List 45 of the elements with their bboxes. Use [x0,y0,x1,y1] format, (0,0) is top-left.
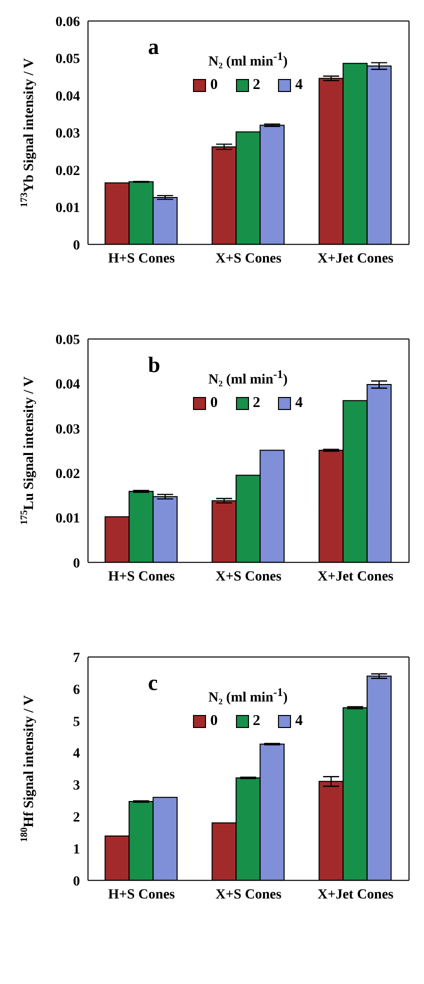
legend-label: 4 [294,712,303,730]
y-tick-label: 0.04 [56,378,80,393]
x-tick-label: X+S Cones [216,251,282,266]
y-tick-label: 6 [73,682,80,698]
y-tick-label: 5 [73,714,80,730]
y-tick-label: 0.01 [56,512,80,527]
y-tick-label: 0.01 [56,201,80,216]
y-tick-label: 0 [73,238,80,254]
y-tick-label: 0.02 [56,164,80,179]
y-tick-label: 0 [73,874,80,890]
x-tick-label: X+Jet Cones [317,251,394,266]
legend-title: N₂ (ml min$^{-1}$) [207,50,289,71]
legend-label: 4 [294,394,303,412]
x-tick-label: H+S Cones [108,569,176,584]
y-tick-label: 3 [73,778,80,794]
y-tick-label: 0.05 [56,332,80,348]
y-tick-label: 7 [73,650,80,666]
y-tick-label: 0 [73,556,80,572]
y-tick-label: 0.04 [56,89,80,104]
text: c [148,670,158,696]
legend-label: 2 [252,76,260,94]
legend-label: 0 [209,712,218,730]
y-tick-label: 1 [73,842,80,858]
y-tick-label: 0.03 [56,126,80,142]
legend-title: N₂ (ml min$^{-1}$) [207,368,289,389]
legend-label: 0 [209,76,218,94]
legend-label: 2 [252,394,260,412]
y-tick-label: 2 [73,810,80,826]
y-tick-label: 4 [73,746,80,762]
text: a [148,34,159,60]
legend-label: 2 [252,712,260,730]
x-tick-label: H+S Cones [108,251,176,266]
x-tick-label: X+Jet Cones [317,569,394,584]
x-tick-label: H+S Cones [108,887,176,902]
legend-label: 4 [294,76,303,94]
legend-title: N₂ (ml min$^{-1}$) [207,686,289,707]
y-tick-label: 0.02 [56,466,80,482]
y-tick-label: 0.05 [56,52,80,68]
x-tick-label: X+S Cones [216,569,282,584]
y-tick-label: 0.06 [56,14,80,30]
text: b [148,352,160,378]
legend-label: 0 [209,394,218,412]
y-tick-label: 0.03 [56,422,80,438]
x-tick-label: X+Jet Cones [317,887,394,902]
x-tick-label: X+S Cones [216,887,282,902]
